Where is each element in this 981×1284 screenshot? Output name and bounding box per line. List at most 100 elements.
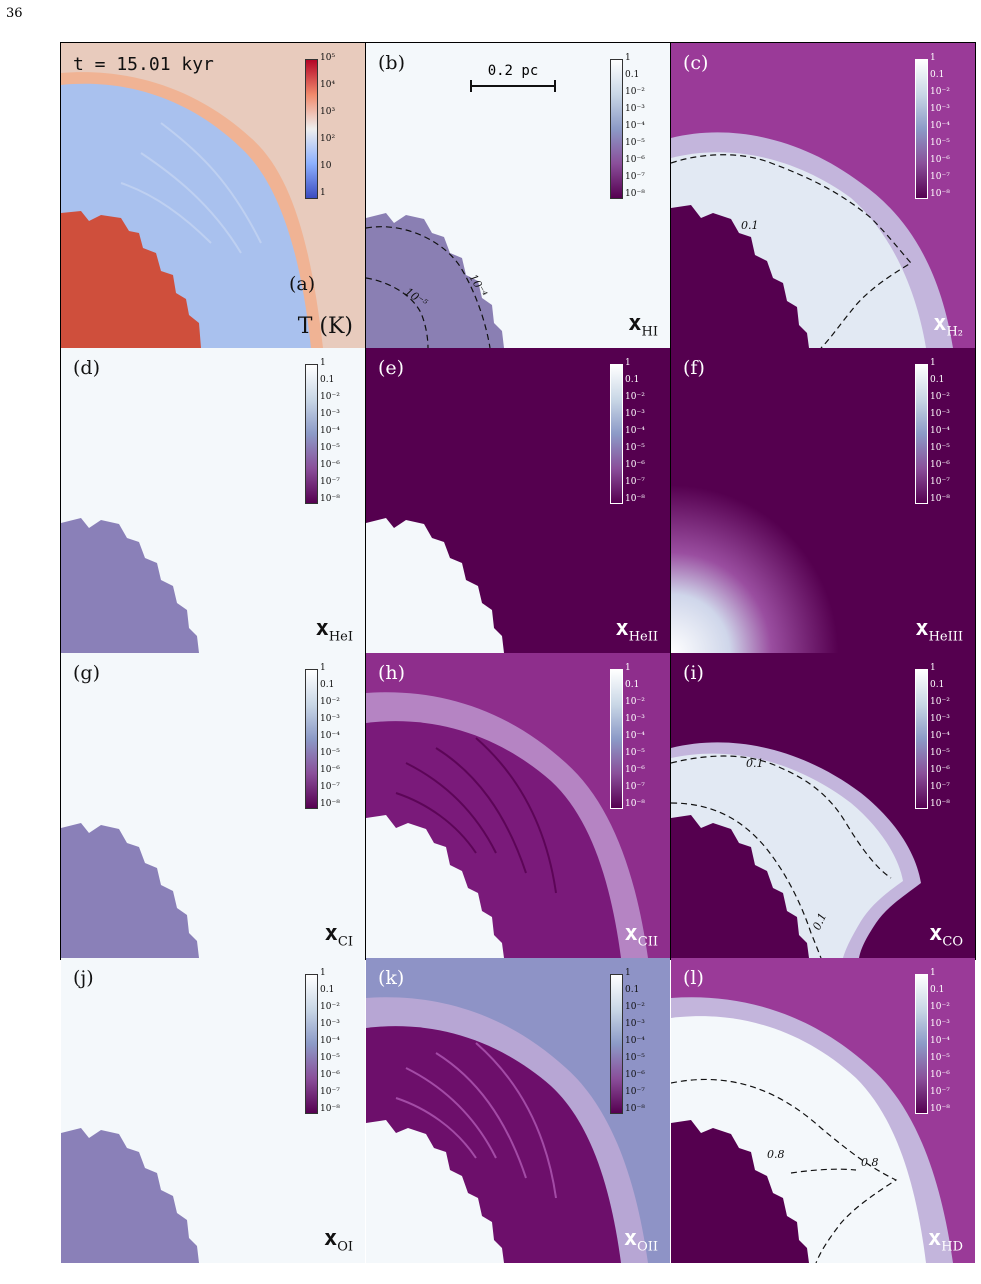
panel-quantity: xCO [929, 920, 963, 949]
temp-tick: 10 [320, 161, 332, 171]
frac-tick: 10⁻⁸ [320, 799, 340, 809]
frac-tick: 10⁻⁵ [625, 138, 645, 148]
frac-tick: 10⁻⁶ [930, 765, 950, 775]
frac-tick: 0.1 [930, 70, 945, 80]
frac-tick: 10⁻⁶ [320, 765, 340, 775]
frac-tick: 10⁻⁵ [625, 748, 645, 758]
frac-tick: 10⁻⁸ [625, 189, 645, 199]
frac-tick: 10⁻⁷ [320, 477, 340, 487]
panel-h: (h) 1 0.1 10⁻² 10⁻³ 10⁻⁴ 10⁻⁵ 10⁻⁶ 10⁻⁷ … [366, 653, 670, 958]
frac-tick: 10⁻⁴ [625, 731, 645, 741]
panel-quantity: xHeII [615, 615, 658, 644]
frac-tick: 10⁻⁷ [320, 782, 340, 792]
frac-tick: 10⁻⁸ [930, 799, 950, 809]
frac-tick: 10⁻³ [625, 409, 645, 419]
frac-tick: 10⁻⁴ [320, 426, 340, 436]
frac-tick: 0.1 [320, 375, 335, 385]
scale-bar-label: 0.2 pc [487, 63, 539, 79]
frac-tick: 10⁻⁴ [625, 426, 645, 436]
frac-tick: 10⁻⁵ [320, 443, 340, 453]
frac-tick: 10⁻⁷ [930, 1087, 950, 1097]
frac-tick: 0.1 [625, 70, 640, 80]
frac-tick: 10⁻⁷ [930, 477, 950, 487]
frac-tick: 10⁻⁵ [930, 1053, 950, 1063]
contour-label: 0.8 [861, 1156, 879, 1169]
contour-label: 0.8 [767, 1148, 785, 1161]
frac-tick: 1 [625, 968, 631, 978]
frac-tick: 10⁻³ [930, 104, 950, 114]
panel-quantity: xHD [927, 1225, 963, 1254]
frac-tick: 10⁻⁸ [625, 799, 645, 809]
frac-tick: 10⁻² [930, 697, 950, 707]
panel-quantity: xCII [624, 920, 658, 949]
frac-tick: 10⁻⁸ [320, 1104, 340, 1114]
panel-quantity: xH₂ [933, 310, 963, 339]
frac-tick: 10⁻³ [625, 104, 645, 114]
frac-tick: 1 [320, 663, 326, 673]
temp-tick: 10⁵ [320, 53, 336, 63]
frac-tick: 0.1 [625, 375, 640, 385]
panel-b: (b) 0.2 pc 10⁻⁴ 10⁻⁵ 1 0.1 10⁻² 10⁻³ 10⁻… [366, 43, 670, 348]
frac-tick: 10⁻⁶ [320, 460, 340, 470]
panel-label: (k) [378, 967, 405, 989]
frac-tick: 0.1 [625, 985, 640, 995]
frac-tick: 10⁻² [930, 87, 950, 97]
frac-tick: 10⁻³ [320, 714, 340, 724]
frac-tick: 10⁻⁸ [625, 494, 645, 504]
frac-tick: 10⁻³ [930, 714, 950, 724]
panel-quantity: xOI [323, 1225, 353, 1254]
frac-tick: 10⁻⁵ [625, 1053, 645, 1063]
panel-label: (j) [73, 967, 94, 989]
frac-tick: 10⁻² [625, 87, 645, 97]
frac-tick: 10⁻⁶ [625, 460, 645, 470]
panel-label: (l) [683, 967, 704, 989]
frac-tick: 10⁻⁴ [625, 1036, 645, 1046]
frac-tick: 10⁻⁵ [930, 748, 950, 758]
panel-k: (k) 1 0.1 10⁻² 10⁻³ 10⁻⁴ 10⁻⁵ 10⁻⁶ 10⁻⁷ … [366, 958, 670, 1263]
frac-tick: 1 [625, 663, 631, 673]
frac-tick: 0.1 [320, 680, 335, 690]
frac-tick: 10⁻⁷ [625, 477, 645, 487]
temp-tick: 1 [320, 188, 326, 198]
frac-tick: 10⁻⁶ [930, 1070, 950, 1080]
frac-tick: 1 [320, 358, 326, 368]
frac-tick: 10⁻³ [930, 1019, 950, 1029]
frac-tick: 10⁻⁷ [930, 172, 950, 182]
panel-quantity: xOII [623, 1225, 658, 1254]
frac-tick: 0.1 [625, 680, 640, 690]
frac-tick: 1 [625, 358, 631, 368]
frac-tick: 10⁻³ [320, 409, 340, 419]
frac-tick: 10⁻⁷ [625, 1087, 645, 1097]
frac-tick: 10⁻⁶ [625, 765, 645, 775]
page-number: 36 [6, 6, 23, 21]
panel-label: (d) [73, 357, 100, 379]
panel-label: (h) [378, 662, 406, 684]
frac-tick: 10⁻⁸ [625, 1104, 645, 1114]
panel-quantity: xCI [324, 920, 353, 949]
frac-tick: 10⁻⁶ [625, 1070, 645, 1080]
frac-tick: 10⁻⁴ [930, 731, 950, 741]
frac-tick: 10⁻⁷ [625, 172, 645, 182]
frac-tick: 10⁻² [625, 697, 645, 707]
frac-tick: 1 [930, 358, 936, 368]
panel-e: (e) 1 0.1 10⁻² 10⁻³ 10⁻⁴ 10⁻⁵ 10⁻⁶ 10⁻⁷ … [366, 348, 670, 653]
frac-tick: 10⁻² [320, 392, 340, 402]
scale-bar: 0.2 pc [470, 63, 556, 92]
time-label: t = 15.01 kyr [73, 54, 214, 75]
panel-a: t = 15.01 kyr 10⁵ 10⁴ 10³ 10² 10 1 (a) T… [61, 43, 365, 348]
panel-quantity: T (K) [297, 314, 353, 339]
panel-quantity: xHeIII [915, 615, 963, 644]
frac-tick: 10⁻⁴ [320, 1036, 340, 1046]
panel-label: (g) [73, 662, 100, 684]
frac-tick: 1 [625, 53, 631, 63]
panel-i: (i) 0.1 0.1 1 0.1 10⁻² 10⁻³ 10⁻⁴ 10⁻⁵ 10… [671, 653, 975, 958]
temp-tick: 10³ [320, 107, 336, 117]
panel-quantity: xHI [628, 310, 658, 339]
frac-tick: 10⁻⁶ [625, 155, 645, 165]
panel-label: (b) [378, 52, 405, 74]
frac-tick: 10⁻⁵ [930, 443, 950, 453]
frac-tick: 10⁻⁶ [930, 155, 950, 165]
frac-tick: 10⁻⁵ [625, 443, 645, 453]
frac-tick: 0.1 [320, 985, 335, 995]
panel-f: (f) 1 0.1 10⁻² 10⁻³ 10⁻⁴ 10⁻⁵ 10⁻⁶ 10⁻⁷ … [671, 348, 975, 653]
